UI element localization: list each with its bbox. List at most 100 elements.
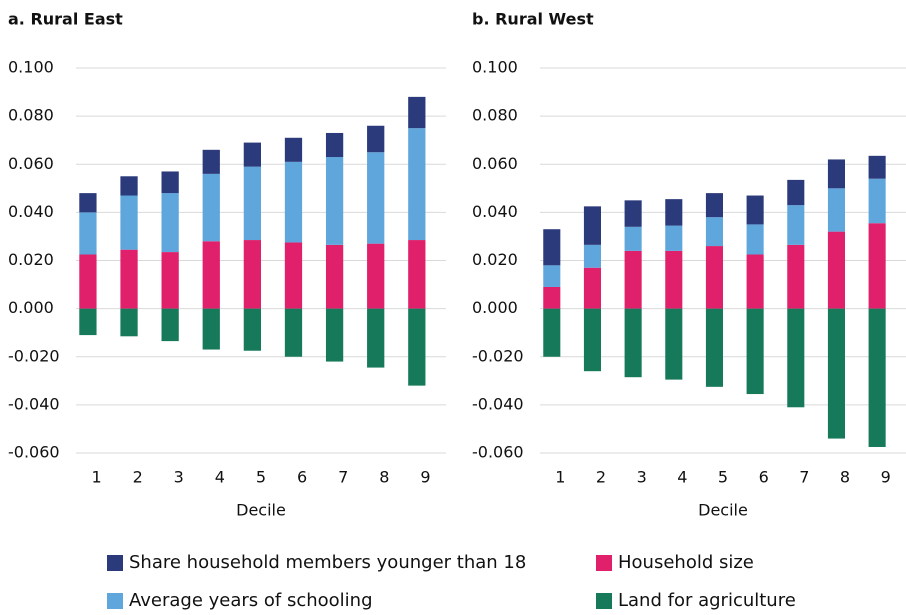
bar-segment	[543, 229, 561, 266]
bar-segment	[746, 195, 764, 225]
legend-swatch	[596, 593, 612, 609]
bar-segment	[624, 250, 642, 309]
bar-segment	[120, 249, 138, 309]
bar-segment	[161, 308, 179, 342]
x-tick-label: 7	[799, 468, 809, 487]
bar-segment	[583, 267, 601, 309]
bar-segment	[161, 193, 179, 253]
bar-segment	[325, 244, 344, 309]
bar-segment	[705, 308, 723, 387]
bar-segment	[367, 243, 385, 309]
x-tick-label: 7	[338, 468, 348, 487]
y-tick-label: 0.020	[8, 250, 54, 269]
bar-segment	[79, 308, 97, 336]
bar-segment	[624, 200, 642, 227]
bar-segment	[79, 212, 97, 255]
x-tick-label: 8	[379, 468, 389, 487]
bar-segment	[787, 179, 805, 206]
bar-segment	[284, 242, 303, 309]
x-tick-label: 1	[91, 468, 101, 487]
bar-segment	[583, 308, 601, 372]
bar-segment	[583, 206, 601, 245]
bar-segment	[202, 241, 220, 309]
bar-segment	[624, 308, 642, 378]
bar-segment	[827, 188, 845, 232]
y-tick-label: 0.040	[8, 202, 54, 221]
bar-segment	[408, 96, 426, 129]
bar-segment	[705, 217, 723, 247]
bar-segment	[827, 231, 845, 309]
y-tick-label: 0.000	[472, 298, 518, 317]
y-tick-label: 0.080	[472, 106, 518, 125]
bar-segment	[408, 240, 426, 309]
chart-title: a. Rural East	[8, 10, 123, 29]
y-tick-label: 0.000	[8, 298, 54, 317]
x-tick-label: 3	[637, 468, 647, 487]
bar-segment	[243, 166, 261, 241]
bar-segment	[827, 308, 845, 439]
bar-segment	[367, 125, 385, 153]
bar-segment	[868, 155, 886, 179]
y-tick-label: 0.100	[8, 58, 54, 77]
y-tick-label: 0.060	[8, 154, 54, 173]
bar-segment	[161, 171, 179, 194]
legend-label: Share household members younger than 18	[129, 552, 526, 573]
bar-segment	[79, 193, 97, 213]
x-tick-label: 9	[881, 468, 891, 487]
legend-swatch	[107, 555, 123, 571]
x-tick-label: 4	[677, 468, 687, 487]
bar-segment	[408, 308, 426, 386]
bar-segment	[367, 308, 385, 368]
legend-swatch	[107, 593, 123, 609]
x-axis-label: Decile	[698, 501, 748, 520]
bar-segment	[120, 308, 138, 337]
x-axis-label: Decile	[236, 501, 286, 520]
bar-segment	[746, 254, 764, 309]
bar-segment	[543, 286, 561, 309]
y-tick-label: -0.020	[472, 346, 524, 365]
x-tick-label: 6	[297, 468, 307, 487]
bar-segment	[325, 157, 344, 245]
x-tick-label: 2	[133, 468, 143, 487]
bar-segment	[284, 161, 303, 243]
y-tick-label: 0.060	[472, 154, 518, 173]
bar-segment	[543, 265, 561, 287]
bar-segment	[665, 308, 683, 380]
bar-segment	[243, 240, 261, 309]
chart-title: b. Rural West	[472, 10, 594, 29]
x-tick-label: 3	[174, 468, 184, 487]
x-tick-label: 1	[555, 468, 565, 487]
x-tick-label: 5	[718, 468, 728, 487]
bar-segment	[543, 308, 561, 357]
legend-swatch	[596, 555, 612, 571]
legend-label: Household size	[618, 552, 754, 573]
bar-segment	[202, 149, 220, 174]
bar-segment	[243, 142, 261, 167]
bar-segment	[705, 246, 723, 309]
y-tick-label: 0.040	[472, 202, 518, 221]
bar-segment	[284, 137, 303, 162]
bar-segment	[787, 244, 805, 309]
y-tick-label: 0.100	[472, 58, 518, 77]
x-tick-label: 5	[256, 468, 266, 487]
x-tick-label: 6	[759, 468, 769, 487]
bar-segment	[787, 205, 805, 245]
bar-segment	[202, 308, 220, 350]
bar-segment	[665, 199, 683, 226]
bar-segment	[243, 308, 261, 351]
bar-segment	[120, 195, 138, 250]
y-tick-label: -0.020	[8, 346, 60, 365]
y-tick-label: -0.060	[8, 443, 60, 462]
y-tick-label: -0.060	[472, 443, 524, 462]
x-tick-label: 2	[596, 468, 606, 487]
bar-segment	[284, 308, 303, 357]
x-tick-label: 4	[215, 468, 225, 487]
bar-segment	[79, 254, 97, 309]
bar-segment	[705, 193, 723, 218]
y-tick-label: -0.040	[8, 394, 60, 413]
bar-segment	[827, 159, 845, 189]
bar-segment	[868, 223, 886, 309]
x-tick-label: 8	[840, 468, 850, 487]
y-tick-label: -0.040	[472, 394, 524, 413]
bar-segment	[202, 173, 220, 242]
